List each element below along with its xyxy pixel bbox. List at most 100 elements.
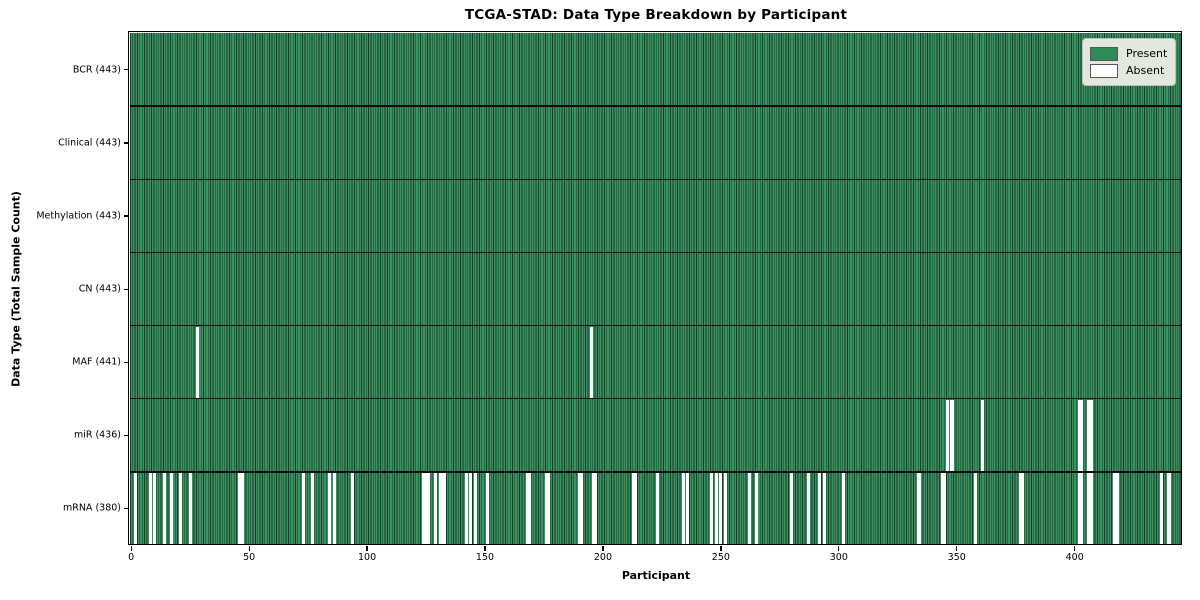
row-separator — [130, 105, 1182, 107]
y-tick-mark — [124, 142, 129, 144]
absent-stripe-mRNA — [238, 472, 242, 544]
absent-stripe-mRNA — [162, 472, 166, 544]
x-tick-mark — [720, 546, 722, 551]
absent-stripe-mRNA — [1089, 472, 1093, 544]
plot-area — [130, 33, 1182, 545]
y-tick-mark — [124, 507, 129, 510]
x-tick-label: 300 — [829, 552, 848, 563]
absent-stripe-miR — [1077, 399, 1081, 471]
x-tick-label: 50 — [243, 552, 256, 563]
legend-absent-label: Absent — [1126, 64, 1165, 77]
absent-stripe-mRNA — [594, 472, 598, 544]
x-tick-label: 150 — [475, 552, 495, 563]
absent-stripe-miR — [1089, 399, 1093, 471]
absent-stripe-mRNA — [823, 472, 827, 544]
absent-stripe-mRNA — [634, 472, 638, 544]
y-tick-label-Clinical: Clinical (443) — [58, 137, 121, 149]
legend-entry-absent: Absent — [1090, 62, 1167, 79]
absent-stripe-mRNA — [681, 472, 685, 544]
absent-stripe-mRNA — [327, 472, 331, 544]
absent-stripe-mRNA — [188, 472, 192, 544]
absent-stripe-mRNA — [311, 472, 315, 544]
x-tick-label: 100 — [357, 552, 377, 563]
absent-stripe-mRNA — [943, 472, 947, 544]
x-axis-label: Participant — [621, 569, 691, 582]
absent-stripe-mRNA — [1167, 472, 1171, 544]
absent-stripe-mRNA — [240, 472, 244, 544]
chart-title: TCGA-STAD: Data Type Breakdown by Partic… — [464, 7, 848, 23]
y-tick-label-mRNA: mRNA (380) — [62, 502, 121, 514]
absent-stripe-mRNA — [974, 472, 978, 544]
absent-stripe-mRNA — [1077, 472, 1081, 544]
absent-stripe-mRNA — [790, 472, 794, 544]
absent-stripe-mRNA — [1113, 472, 1117, 544]
x-tick-label: 0 — [128, 552, 135, 563]
x-tick-mark — [484, 546, 486, 551]
y-tick-label-CN: CN (443) — [78, 283, 121, 295]
x-tick-mark — [838, 546, 840, 551]
legend: Present Absent — [1082, 38, 1176, 86]
absent-stripe-mRNA — [941, 472, 945, 544]
legend-entry-present: Present — [1090, 45, 1167, 62]
y-tick-label-MAF: MAF (441) — [72, 356, 121, 368]
x-tick-label: 250 — [711, 552, 730, 563]
legend-present-label: Present — [1126, 47, 1168, 60]
x-tick-mark — [130, 546, 132, 551]
y-tick-mark — [124, 434, 129, 437]
absent-stripe-mRNA — [686, 472, 690, 544]
absent-stripe-mRNA — [1160, 472, 1164, 544]
absent-stripe-mRNA — [525, 472, 529, 544]
x-tick-label: 350 — [947, 552, 966, 563]
absent-stripe-mRNA — [441, 472, 445, 544]
absent-stripe-mRNA — [1087, 472, 1091, 544]
absent-stripe-mRNA — [709, 472, 713, 544]
absent-stripe-mRNA — [818, 472, 822, 544]
absent-stripe-mRNA — [1021, 472, 1025, 544]
absent-stripe-mRNA — [754, 472, 758, 544]
x-tick-label: 400 — [1065, 552, 1084, 563]
absent-stripe-mRNA — [169, 472, 173, 544]
absent-stripe-mRNA — [719, 472, 723, 544]
absent-stripe-mRNA — [917, 472, 921, 544]
y-tick-label-BCR: BCR (443) — [72, 64, 121, 76]
absent-stripe-MAF — [195, 326, 199, 398]
absent-stripe-mRNA — [724, 472, 728, 544]
absent-stripe-miR — [981, 399, 985, 471]
x-tick-mark — [956, 546, 958, 551]
absent-stripe-mRNA — [632, 472, 636, 544]
row-separator — [130, 251, 1182, 254]
absent-stripe-mRNA — [528, 472, 532, 544]
x-tick-mark — [366, 546, 368, 551]
absent-stripe-mRNA — [1080, 472, 1084, 544]
absent-stripe-mRNA — [422, 472, 426, 544]
absent-stripe-mRNA — [580, 472, 584, 544]
x-tick-mark — [602, 546, 604, 551]
absent-stripe-mRNA — [655, 472, 659, 544]
absent-stripe-mRNA — [424, 472, 428, 544]
absent-stripe-mRNA — [714, 472, 718, 544]
absent-swatch-icon — [1090, 63, 1118, 78]
absent-stripe-mRNA — [485, 472, 489, 544]
row-separator — [130, 324, 1182, 327]
absent-stripe-mRNA — [747, 472, 751, 544]
absent-stripe-miR — [945, 399, 949, 471]
absent-stripe-mRNA — [433, 472, 437, 544]
absent-stripe-miR — [1080, 399, 1084, 471]
absent-stripe-mRNA — [134, 472, 138, 544]
x-tick-label: 200 — [593, 552, 612, 563]
absent-stripe-mRNA — [591, 472, 595, 544]
absent-stripe-mRNA — [179, 472, 183, 544]
absent-stripe-mRNA — [806, 472, 810, 544]
y-tick-mark — [124, 288, 129, 290]
absent-stripe-miR — [950, 399, 954, 471]
present-swatch-icon — [1090, 46, 1118, 61]
absent-stripe-MAF — [589, 326, 593, 398]
absent-stripe-mRNA — [443, 472, 447, 544]
absent-stripe-miR — [1087, 399, 1091, 471]
y-tick-mark — [124, 361, 129, 363]
absent-stripe-mRNA — [351, 472, 355, 544]
absent-stripe-mRNA — [464, 472, 468, 544]
absent-stripe-mRNA — [474, 472, 478, 544]
absent-stripe-mRNA — [1115, 472, 1119, 544]
